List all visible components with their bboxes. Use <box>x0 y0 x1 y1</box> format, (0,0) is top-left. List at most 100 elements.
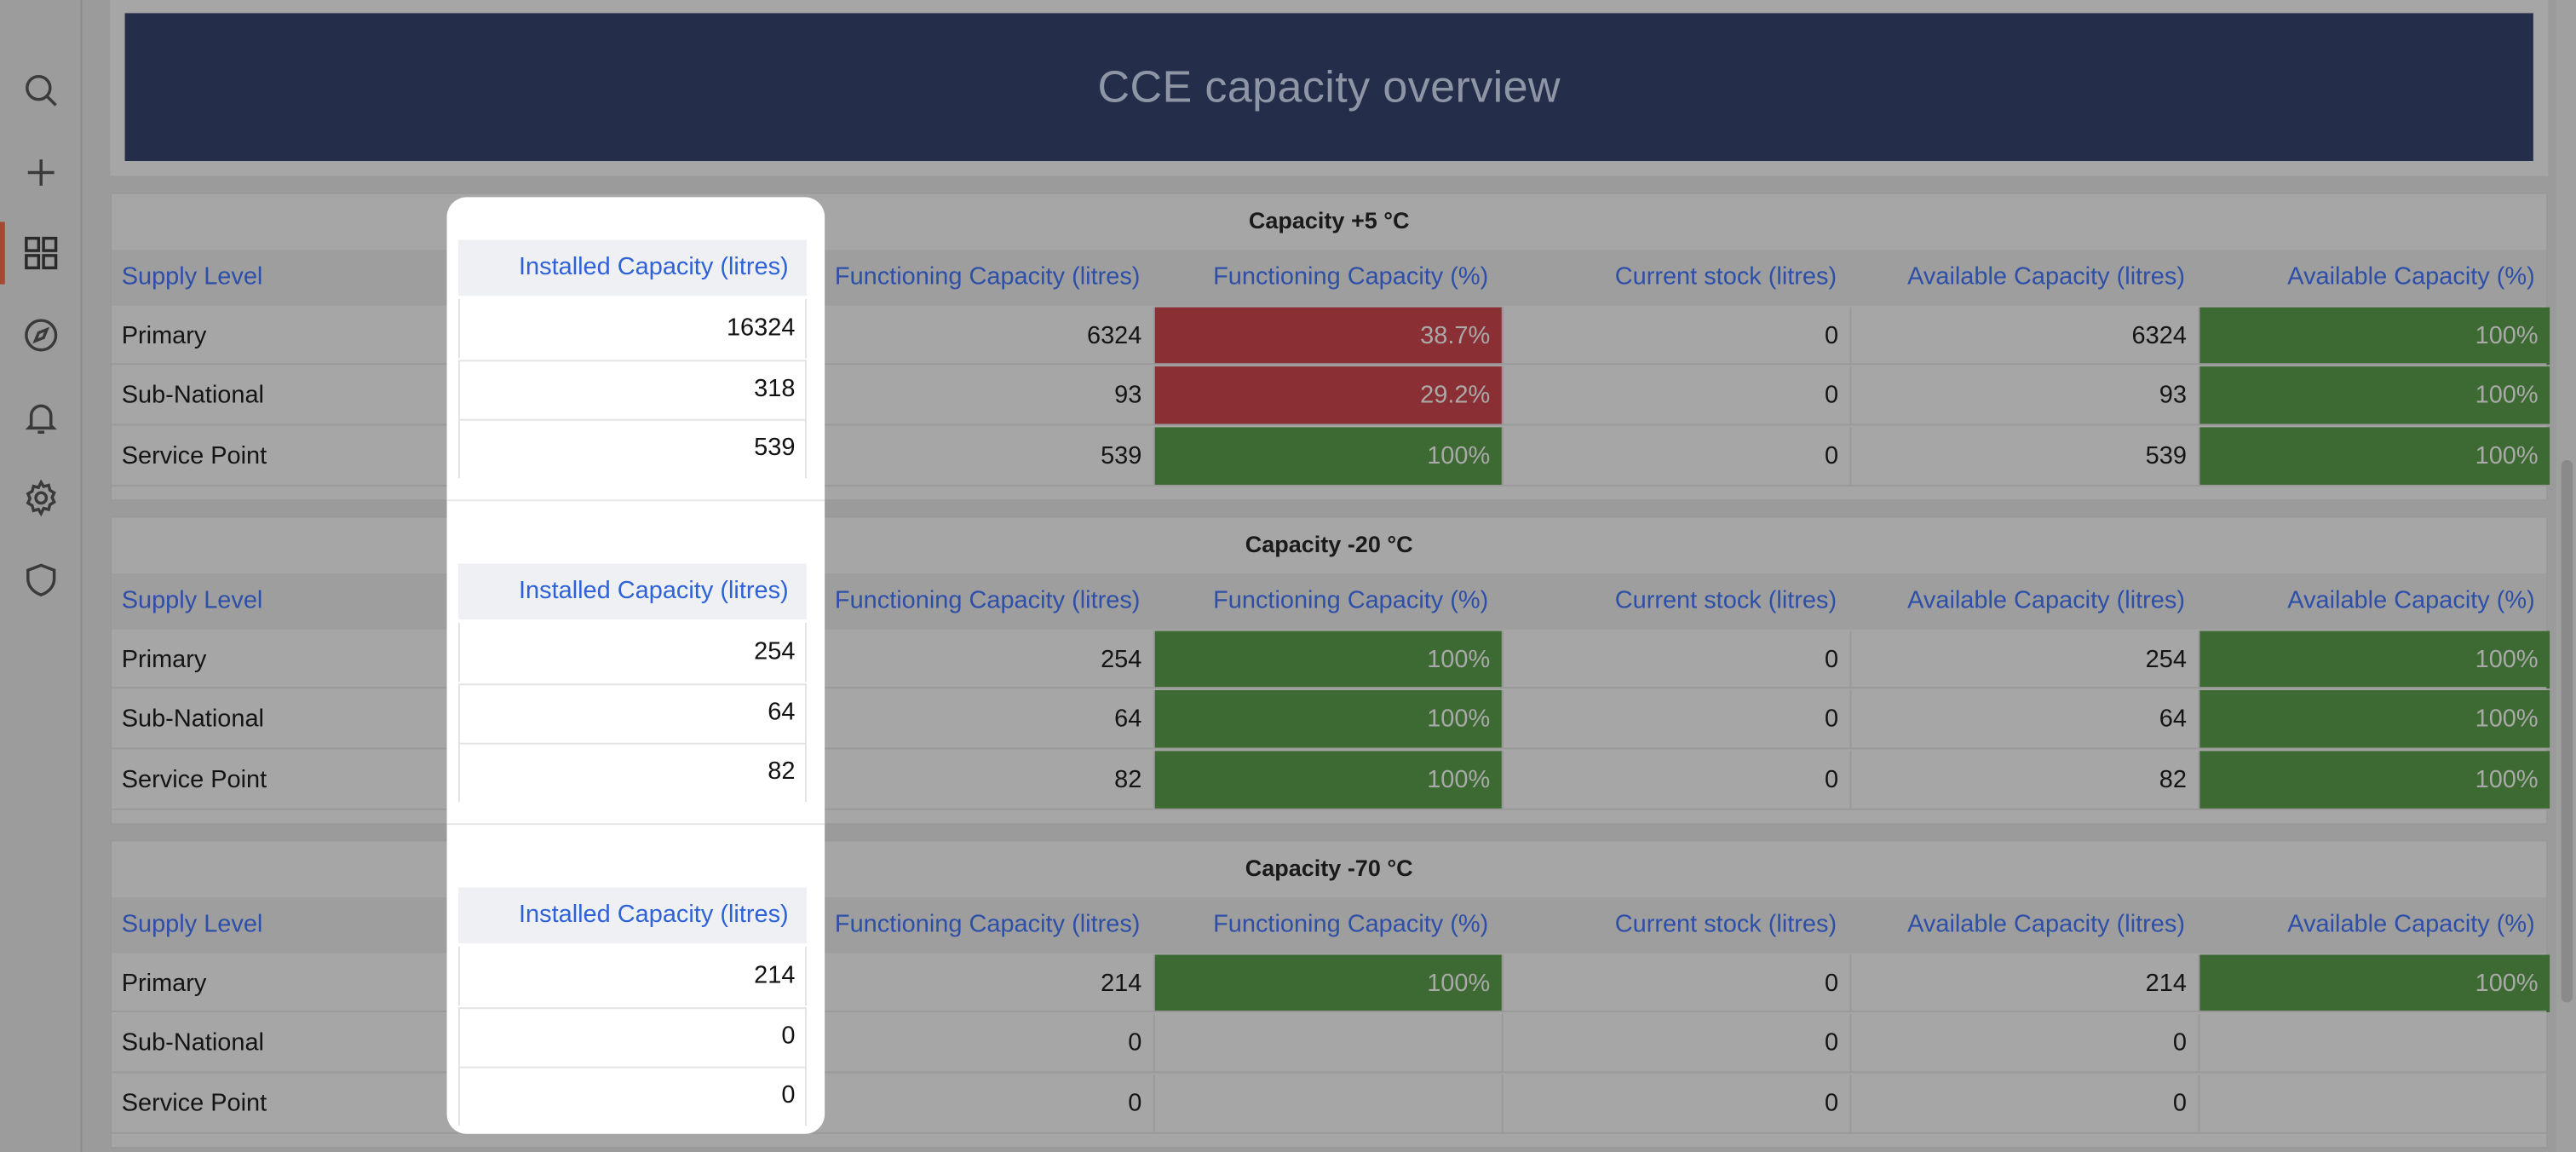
table-cell: 539 <box>807 427 1155 485</box>
installed-capacity-header[interactable]: Installed Capacity (litres) <box>458 887 807 943</box>
table-cell: 0 <box>807 1013 1155 1072</box>
column-header[interactable]: Supply Level <box>121 262 263 291</box>
row-divider <box>112 747 2547 750</box>
table-cell: 0 <box>1851 1074 2200 1132</box>
table-cell: Service Point <box>121 1089 267 1118</box>
column-header[interactable]: Current stock (litres) <box>1614 586 1837 615</box>
column-header[interactable]: Available Capacity (%) <box>2287 910 2535 939</box>
row-divider <box>458 683 807 685</box>
installed-capacity-header[interactable]: Installed Capacity (litres) <box>458 239 807 297</box>
percent-cell: 100% <box>1154 631 1504 689</box>
row-divider <box>112 808 2547 810</box>
table-title: Capacity -20 °C <box>1245 530 1413 557</box>
column-header[interactable]: Supply Level <box>121 910 263 939</box>
installed-capacity-highlight: Installed Capacity (litres) 16324 318 539 In… <box>446 197 825 1134</box>
bell-icon <box>25 404 57 434</box>
table-cell: 0 <box>1504 689 1852 748</box>
table-cell: 0 <box>1504 751 1852 809</box>
percent-cell <box>2199 1014 2550 1071</box>
table-cell: Sub-National <box>121 1028 264 1057</box>
plus-icon <box>27 159 55 186</box>
table-cell: 539 <box>1851 427 2200 485</box>
row-divider <box>458 1006 807 1009</box>
column-header[interactable]: Functioning Capacity (%) <box>1213 262 1489 291</box>
percent-cell: 100% <box>1154 427 1504 485</box>
table-cell: Service Point <box>121 765 267 794</box>
row-divider <box>458 418 807 421</box>
row-divider <box>112 423 2547 426</box>
table-cell: 82 <box>1851 751 2200 809</box>
table-cell: 0 <box>1504 427 1852 485</box>
column-header[interactable]: Available Capacity (%) <box>2287 262 2535 291</box>
dashboard-title-banner: CCE capacity overview <box>124 13 2533 161</box>
percent-cell: 100% <box>1154 689 1504 748</box>
nav-dashboards[interactable] <box>0 217 82 290</box>
table-cell: 0 <box>1504 1013 1852 1072</box>
installed-capacity-cell: 318 <box>458 359 807 418</box>
search-icon <box>26 74 57 107</box>
table-cell: 64 <box>1851 689 2200 748</box>
installed-capacity-cell: 214 <box>458 946 807 1006</box>
installed-capacity-cell: 539 <box>458 418 807 479</box>
installed-capacity-cell: 0 <box>458 1006 807 1066</box>
column-header[interactable]: Available Capacity (%) <box>2287 586 2535 615</box>
table-cell: 0 <box>1504 631 1852 689</box>
nav-security[interactable] <box>0 544 82 616</box>
table-cell: 64 <box>807 689 1155 748</box>
column-header[interactable]: Available Capacity (litres) <box>1907 262 2185 291</box>
column-header[interactable]: Functioning Capacity (%) <box>1213 910 1489 939</box>
percent-cell <box>2199 1074 2550 1132</box>
percent-cell: 100% <box>2199 427 2550 485</box>
percent-cell: 100% <box>2199 689 2550 748</box>
row-divider <box>112 484 2547 487</box>
row-divider <box>458 1066 807 1068</box>
table-cell: 0 <box>1504 1074 1852 1132</box>
table-cell: Primary <box>121 321 207 350</box>
table-cell: 6324 <box>1851 307 2200 366</box>
row-divider <box>112 1132 2547 1134</box>
column-header[interactable]: Functioning Capacity (litres) <box>834 910 1141 939</box>
scrollbar-thumb[interactable] <box>2561 459 2573 1003</box>
nav-search[interactable] <box>0 55 82 127</box>
nav-alerts[interactable] <box>0 381 82 453</box>
percent-cell: 100% <box>2199 307 2550 366</box>
percent-cell: 29.2% <box>1154 366 1504 424</box>
page-title: CCE capacity overview <box>1097 61 1561 112</box>
table-cell: Service Point <box>121 441 267 470</box>
gear-icon <box>26 479 56 517</box>
row-divider <box>458 359 807 361</box>
column-header[interactable]: Available Capacity (litres) <box>1907 910 2185 939</box>
dashboard-icon <box>25 236 58 270</box>
table-cell: 254 <box>807 631 1155 689</box>
column-header[interactable]: Functioning Capacity (litres) <box>834 262 1141 291</box>
column-header[interactable]: Functioning Capacity (litres) <box>834 586 1141 615</box>
table-cell: Primary <box>121 969 207 998</box>
percent-cell: 38.7% <box>1154 307 1504 366</box>
column-header[interactable]: Current stock (litres) <box>1614 910 1837 939</box>
table-cell: 0 <box>807 1074 1155 1132</box>
table-cell: 0 <box>1504 307 1852 366</box>
table-cell: 93 <box>1851 366 2200 424</box>
installed-capacity-header[interactable]: Installed Capacity (litres) <box>458 563 807 620</box>
table-cell: 0 <box>1851 1013 2200 1072</box>
installed-capacity-cell: 16324 <box>458 298 807 359</box>
row-divider <box>112 1071 2547 1074</box>
percent-cell: 100% <box>1154 954 1504 1012</box>
nav-settings[interactable] <box>0 462 82 534</box>
table-cell: 93 <box>807 366 1155 424</box>
row-divider <box>112 363 2547 366</box>
sidebar <box>0 0 83 1152</box>
column-header[interactable]: Supply Level <box>121 586 263 615</box>
nav-explore[interactable] <box>0 299 82 372</box>
percent-cell: 100% <box>1154 751 1504 809</box>
installed-capacity-cell: 82 <box>458 742 807 803</box>
table-cell: 0 <box>1504 954 1852 1012</box>
percent-cell: 100% <box>2199 631 2550 689</box>
column-header[interactable]: Functioning Capacity (%) <box>1213 586 1489 615</box>
table-cell: 0 <box>1504 366 1852 424</box>
column-header[interactable]: Current stock (litres) <box>1614 262 1837 291</box>
column-header[interactable]: Available Capacity (litres) <box>1907 586 2185 615</box>
nav-create[interactable] <box>0 136 82 209</box>
percent-cell: 100% <box>2199 366 2550 424</box>
table-cell: 214 <box>807 954 1155 1012</box>
